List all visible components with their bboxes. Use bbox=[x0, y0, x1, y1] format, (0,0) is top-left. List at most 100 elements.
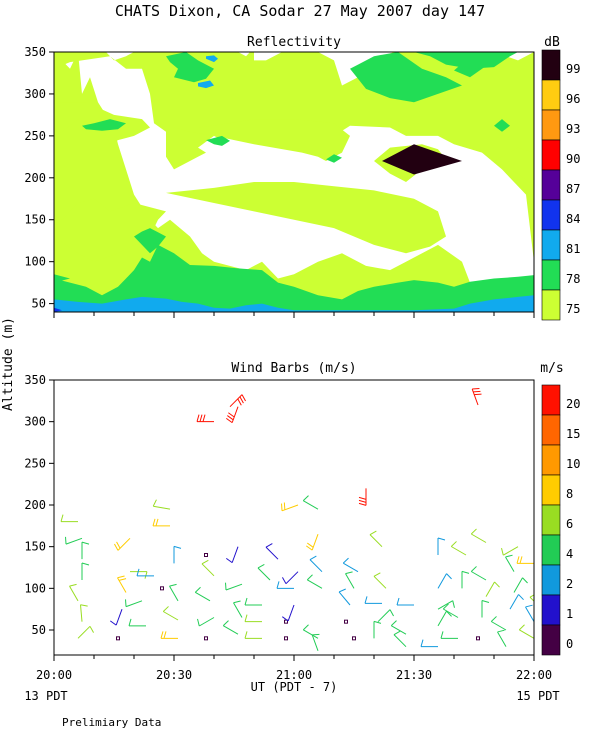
wind-barb bbox=[201, 559, 215, 577]
wind-barb bbox=[69, 583, 79, 602]
wind-plot bbox=[60, 388, 534, 652]
wind-barb bbox=[342, 557, 359, 573]
wind-barb bbox=[437, 573, 452, 589]
wind-barb bbox=[481, 600, 490, 618]
wind-barb bbox=[306, 574, 323, 589]
wind-colorbar-swatch bbox=[541, 504, 561, 536]
wind-barb bbox=[197, 617, 215, 627]
end-local-time: 15 PDT bbox=[516, 689, 559, 703]
reflectivity-region-78db bbox=[494, 119, 510, 132]
wind-colorbar-tick-label: 10 bbox=[566, 457, 580, 471]
wind-colorbar-tick-label: 20 bbox=[566, 397, 580, 411]
wind-barb bbox=[152, 499, 171, 510]
wind-barb bbox=[338, 588, 351, 606]
reflectivity-region-81db bbox=[206, 55, 218, 63]
wind-barb bbox=[373, 572, 387, 589]
reflectivity-region-78db bbox=[54, 274, 70, 283]
reflectivity-region-78db bbox=[206, 135, 230, 146]
reflectivity-region-99db bbox=[382, 144, 462, 175]
reflectivity-colorbar-swatch bbox=[541, 229, 561, 261]
wind-barb bbox=[352, 636, 356, 641]
wind-barb bbox=[116, 636, 120, 641]
wind-colorbar-label: m/s bbox=[540, 361, 563, 376]
reflectivity-region-78db bbox=[326, 154, 342, 163]
wind-barb bbox=[450, 541, 467, 556]
reflectivity-y-tick-label: 250 bbox=[24, 129, 46, 143]
wind-colorbar-swatch bbox=[541, 594, 561, 626]
wind-barb bbox=[284, 636, 288, 641]
wind-barb bbox=[114, 537, 131, 551]
wind-barb bbox=[81, 562, 90, 580]
reflectivity-colorbar-swatch bbox=[541, 109, 561, 141]
reflectivity-colorbar-swatch bbox=[541, 169, 561, 201]
wind-barb bbox=[305, 533, 319, 551]
wind-x-tick-label: 20:00 bbox=[36, 668, 72, 682]
reflectivity-colorbar-swatch bbox=[541, 289, 561, 321]
wind-barb bbox=[437, 537, 446, 555]
wind-barb bbox=[117, 575, 127, 593]
wind-barb bbox=[130, 571, 148, 579]
reflectivity-y-tick-label: 50 bbox=[32, 297, 46, 311]
wind-x-tick-label: 21:30 bbox=[396, 668, 432, 682]
wind-barb bbox=[128, 618, 146, 627]
wind-barb bbox=[281, 604, 295, 622]
reflectivity-colorbar-tick-label: 78 bbox=[566, 272, 580, 286]
wind-colorbar-tick-label: 15 bbox=[566, 427, 580, 441]
wind-barb bbox=[516, 556, 534, 564]
wind-colorbar-swatch bbox=[541, 624, 561, 656]
wind-barb bbox=[437, 610, 452, 627]
reflectivity-colorbar-tick-label: 99 bbox=[566, 62, 580, 76]
wind-barb bbox=[282, 571, 299, 585]
wind-barb bbox=[225, 546, 239, 564]
wind-barb bbox=[194, 586, 211, 602]
wind-barb bbox=[344, 619, 348, 624]
wind-barb bbox=[518, 624, 534, 639]
wind-barb bbox=[60, 514, 78, 523]
wind-barb bbox=[265, 543, 279, 560]
reflectivity-region-75db bbox=[54, 52, 534, 262]
wind-barb bbox=[81, 541, 90, 560]
wind-barb bbox=[80, 604, 88, 622]
wind-panel: Wind Barbs (m/s) 5010015020025030035020:… bbox=[24, 361, 580, 682]
wind-barb bbox=[152, 518, 170, 527]
wind-y-tick-label: 150 bbox=[24, 540, 46, 554]
wind-barb bbox=[204, 636, 208, 641]
wind-colorbar-tick-label: 8 bbox=[566, 487, 573, 501]
wind-barb bbox=[442, 603, 459, 618]
wind-barb bbox=[136, 568, 154, 577]
reflectivity-y-tick-label: 350 bbox=[24, 45, 46, 59]
reflectivity-colorbar-tick-label: 90 bbox=[566, 152, 580, 166]
wind-barb bbox=[525, 604, 534, 622]
reflectivity-region-81db bbox=[54, 295, 534, 312]
wind-barb bbox=[244, 614, 262, 623]
wind-barb bbox=[490, 616, 507, 631]
wind-colorbar-tick-label: 1 bbox=[566, 607, 573, 621]
wind-barb bbox=[461, 570, 470, 589]
reflectivity-title: Reflectivity bbox=[247, 35, 341, 50]
wind-barb bbox=[364, 596, 382, 604]
reflectivity-colorbar-tick-label: 93 bbox=[566, 122, 580, 136]
reflectivity-colorbar-tick-label: 75 bbox=[566, 302, 580, 316]
wind-y-tick-label: 200 bbox=[24, 498, 46, 512]
wind-colorbar-swatch bbox=[541, 384, 561, 416]
reflectivity-region-78db bbox=[350, 52, 462, 103]
reflectivity-region-75db bbox=[166, 182, 446, 254]
wind-barb bbox=[160, 586, 164, 591]
reflectivity-colorbar-swatch bbox=[541, 259, 561, 291]
wind-colorbar-swatch bbox=[541, 534, 561, 566]
wind-barb bbox=[225, 406, 239, 424]
reflectivity-region-78db bbox=[54, 244, 534, 312]
reflectivity-colorbar-swatch bbox=[541, 139, 561, 171]
wind-x-tick-label: 20:30 bbox=[156, 668, 192, 682]
reflectivity-region-81db bbox=[198, 80, 214, 89]
wind-barb bbox=[77, 625, 94, 639]
wind-frame bbox=[53, 379, 535, 656]
wind-barb bbox=[309, 555, 323, 573]
wind-barb bbox=[244, 631, 262, 639]
reflectivity-region-78db bbox=[166, 52, 214, 83]
wind-barb bbox=[125, 599, 143, 608]
wind-barb bbox=[420, 639, 438, 648]
reflectivity-region-75db bbox=[54, 198, 166, 262]
reflectivity-region-75db bbox=[174, 119, 350, 161]
reflectivity-colorbar-label: dB bbox=[544, 35, 560, 50]
